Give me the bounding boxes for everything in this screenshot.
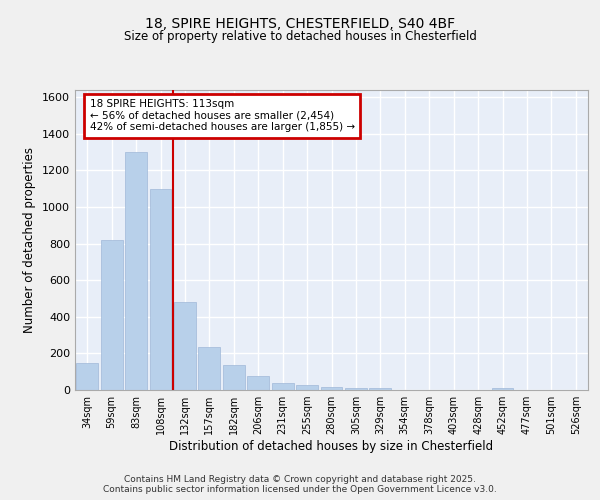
Bar <box>76 362 98 390</box>
Bar <box>320 388 343 390</box>
Bar <box>247 376 269 390</box>
Y-axis label: Number of detached properties: Number of detached properties <box>23 147 37 333</box>
Bar <box>491 388 514 390</box>
Bar <box>101 240 122 390</box>
Text: 18, SPIRE HEIGHTS, CHESTERFIELD, S40 4BF: 18, SPIRE HEIGHTS, CHESTERFIELD, S40 4BF <box>145 18 455 32</box>
X-axis label: Distribution of detached houses by size in Chesterfield: Distribution of detached houses by size … <box>169 440 494 453</box>
Text: 18 SPIRE HEIGHTS: 113sqm
← 56% of detached houses are smaller (2,454)
42% of sem: 18 SPIRE HEIGHTS: 113sqm ← 56% of detach… <box>89 99 355 132</box>
Bar <box>199 347 220 390</box>
Bar <box>125 152 147 390</box>
Text: Contains HM Land Registry data © Crown copyright and database right 2025.: Contains HM Land Registry data © Crown c… <box>124 475 476 484</box>
Bar <box>370 388 391 390</box>
Bar <box>296 386 318 390</box>
Text: Size of property relative to detached houses in Chesterfield: Size of property relative to detached ho… <box>124 30 476 43</box>
Bar <box>149 189 172 390</box>
Bar <box>174 302 196 390</box>
Bar <box>223 366 245 390</box>
Bar <box>272 382 293 390</box>
Text: Contains public sector information licensed under the Open Government Licence v3: Contains public sector information licen… <box>103 485 497 494</box>
Bar <box>345 388 367 390</box>
